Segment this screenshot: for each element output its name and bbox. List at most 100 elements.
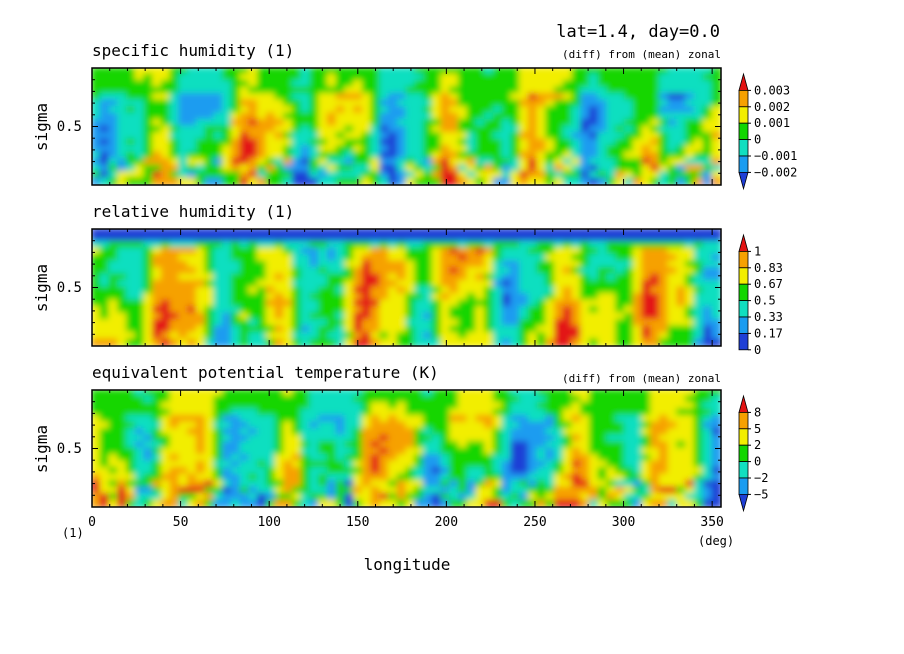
contour-cell: [457, 395, 469, 404]
contour-cell: [632, 86, 644, 95]
contour-cell: [125, 119, 137, 128]
contour-cell: [134, 460, 146, 469]
contour-cell: [160, 93, 172, 102]
contour-cell: [457, 93, 469, 102]
contour-cell: [134, 158, 146, 167]
contour-cell: [632, 99, 644, 108]
contour-cell: [265, 93, 277, 102]
contour-cell: [344, 260, 356, 269]
contour-cell: [658, 112, 670, 121]
contour-cell: [291, 119, 303, 128]
contour-cell: [283, 68, 294, 76]
contour-cell: [685, 467, 696, 476]
contour-cell: [658, 267, 670, 276]
contour-cell: [658, 312, 670, 321]
contour-cell: [667, 286, 679, 295]
contour-cell: [484, 99, 495, 108]
contour-cell: [309, 68, 321, 76]
contour-cell: [527, 273, 539, 282]
contour-cell: [414, 99, 425, 108]
contour-cell: [475, 434, 487, 443]
contour-cell: [195, 434, 207, 443]
contour-cell: [457, 473, 469, 482]
contour-cell: [222, 338, 233, 346]
contour-cell: [239, 280, 251, 289]
contour-cell: [440, 73, 452, 82]
contour-cell: [143, 273, 155, 282]
contour-cell: [309, 151, 321, 160]
contour-cell: [431, 280, 443, 289]
contour-cell: [501, 299, 513, 308]
contour-cell: [335, 106, 347, 115]
contour-cell: [222, 247, 233, 256]
contour-cell: [152, 280, 163, 289]
contour-cell: [178, 447, 190, 456]
contour-cell: [134, 68, 146, 76]
contour-cell: [178, 486, 190, 495]
contour-cell: [606, 151, 618, 160]
contour-cell: [562, 93, 574, 102]
contour-cell: [519, 273, 530, 282]
contour-cell: [335, 312, 347, 321]
contour-cell: [335, 306, 347, 315]
contour-cell: [222, 73, 233, 82]
contour-cell: [344, 93, 356, 102]
contour-cell: [187, 293, 198, 302]
contour-cell: [588, 434, 600, 443]
contour-cell: [239, 402, 251, 411]
contour-cell: [108, 293, 120, 302]
contour-cell: [554, 286, 565, 295]
contour-cell: [658, 158, 670, 167]
contour-cell: [536, 415, 548, 424]
contour-cell: [641, 177, 653, 185]
contour-cell: [466, 493, 478, 502]
contour-cell: [484, 454, 495, 463]
contour-cell: [475, 286, 487, 295]
contour-cell: [676, 325, 688, 334]
contour-cell: [326, 395, 338, 404]
contour-cell: [108, 241, 120, 250]
contour-cell: [92, 138, 102, 147]
contour-cell: [449, 319, 460, 328]
contour-cell: [99, 73, 111, 82]
contour-cell: [536, 402, 548, 411]
contour-cell: [143, 151, 155, 160]
contour-cell: [457, 106, 469, 115]
contour-cell: [632, 499, 644, 507]
contour-cell: [597, 338, 609, 346]
contour-cell: [449, 454, 460, 463]
contour-cell: [187, 119, 198, 128]
contour-cell: [641, 164, 653, 173]
contour-cell: [632, 145, 644, 154]
contour-cell: [160, 247, 172, 256]
contour-cell: [344, 402, 356, 411]
contour-cell: [195, 164, 207, 173]
contour-cell: [536, 395, 548, 404]
contour-cell: [519, 145, 530, 154]
contour-cell: [256, 441, 268, 450]
contour-cell: [588, 460, 600, 469]
contour-cell: [693, 286, 705, 295]
contour-cell: [230, 408, 242, 417]
contour-cell: [370, 493, 382, 502]
contour-cell: [204, 486, 216, 495]
contour-cell: [562, 312, 574, 321]
contour-cell: [414, 395, 425, 404]
contour-cell: [623, 247, 635, 256]
contour-cell: [597, 467, 609, 476]
contour-cell: [143, 145, 155, 154]
contour-cell: [99, 390, 111, 398]
contour-cell: [658, 480, 670, 489]
contour-cell: [449, 112, 460, 121]
contour-cell: [588, 454, 600, 463]
contour-cell: [283, 241, 294, 250]
contour-cell: [318, 480, 329, 489]
contour-cell: [693, 138, 705, 147]
contour-cell: [492, 460, 504, 469]
contour-cell: [256, 145, 268, 154]
contour-cell: [265, 493, 277, 502]
contour-cell: [335, 499, 347, 507]
contour-cell: [361, 447, 373, 456]
contour-cell: [484, 486, 495, 495]
contour-cell: [641, 80, 653, 89]
